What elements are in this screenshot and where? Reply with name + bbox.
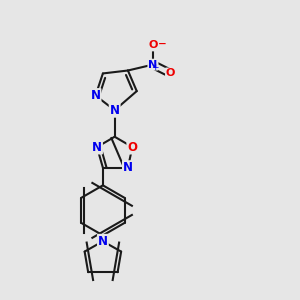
Text: N: N xyxy=(91,89,100,102)
Text: +: + xyxy=(152,63,159,72)
Text: O: O xyxy=(127,141,137,154)
Text: O: O xyxy=(166,68,175,78)
Text: N: N xyxy=(110,104,120,117)
Text: N: N xyxy=(98,235,108,248)
Text: O: O xyxy=(148,40,158,50)
Text: N: N xyxy=(148,60,158,70)
Text: −: − xyxy=(158,39,166,49)
Text: N: N xyxy=(92,141,102,154)
Text: N: N xyxy=(123,161,133,174)
